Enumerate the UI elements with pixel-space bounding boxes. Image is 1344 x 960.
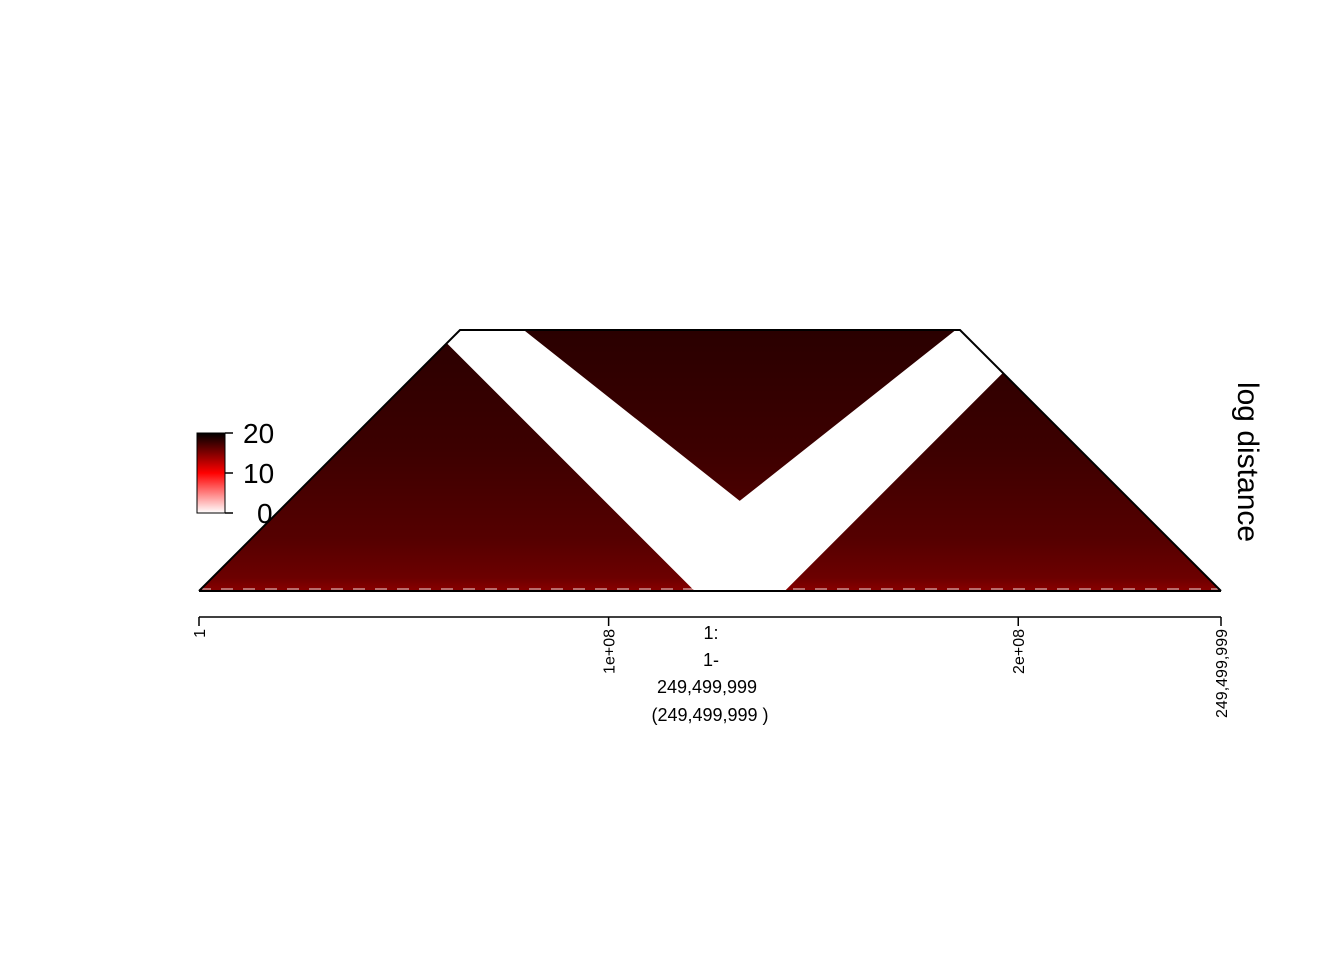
x-axis: 1 1e+08 2e+08 249,499,999: [192, 616, 1231, 718]
color-legend: 20 10 0: [196, 418, 274, 529]
region-label: 1: 1- 249,499,999 (249,499,999 ): [651, 623, 768, 725]
legend-colorbar: [196, 432, 226, 514]
region-label-line-3: 249,499,999: [657, 677, 757, 697]
region-label-line-1: 1:: [703, 623, 718, 643]
legend-tick-label: 10: [243, 458, 274, 489]
missing-data-band: [433, 330, 1046, 591]
heatmap-area: [198, 329, 1222, 592]
x-tick-label: 2e+08: [1011, 629, 1028, 674]
x-tick-label: 1: [192, 629, 209, 638]
x-axis-ticks: 1 1e+08 2e+08 249,499,999: [192, 617, 1231, 718]
heatmap-outline: [198, 329, 1222, 592]
region-label-line-4: (249,499,999 ): [651, 705, 768, 725]
legend-tick-label: 20: [243, 418, 274, 449]
legend-tick-label: 0: [257, 498, 273, 529]
x-tick-label: 1e+08: [602, 629, 619, 674]
legend-ticks: 20 10 0: [225, 418, 274, 529]
region-label-line-2: 1-: [703, 650, 719, 670]
side-label: log distance: [1231, 382, 1264, 542]
x-tick-label: 249,499,999: [1214, 629, 1231, 718]
